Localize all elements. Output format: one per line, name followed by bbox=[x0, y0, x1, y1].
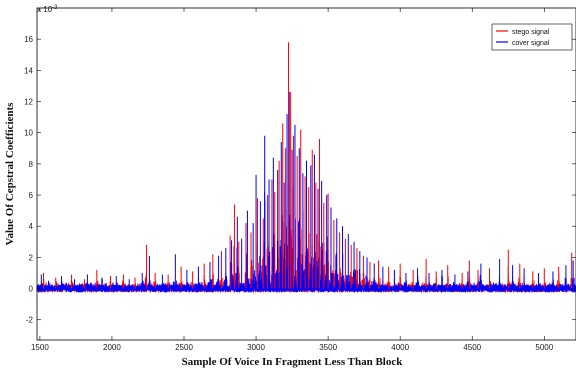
x-tick-label: 1500 bbox=[31, 343, 49, 352]
y-axis-title: Value Of Cepstral Coefficients bbox=[4, 102, 16, 246]
x-tick-label: 4000 bbox=[391, 343, 409, 352]
y-axis-ticks: -2 0 2 4 6 8 10 12 14 16 bbox=[24, 35, 576, 325]
y-tick-label: 10 bbox=[24, 129, 33, 138]
y-tick-label: 0 bbox=[29, 285, 34, 294]
y-multiplier-base: x 10 bbox=[37, 5, 53, 14]
y-multiplier-label: x 10-3 bbox=[37, 5, 58, 14]
y-tick-label: 16 bbox=[24, 35, 33, 44]
y-tick-label: 6 bbox=[29, 191, 34, 200]
x-tick-label: 3500 bbox=[319, 343, 337, 352]
x-tick-label: 2500 bbox=[175, 343, 193, 352]
y-tick-label: 14 bbox=[24, 66, 33, 75]
y-tick-label: 2 bbox=[29, 253, 34, 262]
x-axis-title: Sample Of Voice In Fragment Less Than Bl… bbox=[182, 356, 404, 368]
x-tick-label: 3000 bbox=[247, 343, 265, 352]
y-tick-label: 8 bbox=[29, 160, 34, 169]
x-tick-label: 5000 bbox=[535, 343, 553, 352]
x-tick-label: 2000 bbox=[103, 343, 121, 352]
legend-box bbox=[491, 23, 573, 51]
x-axis-ticks: 1500 2000 2500 3000 3500 4000 4500 5000 bbox=[31, 8, 554, 352]
plot-frame bbox=[36, 7, 576, 341]
x-tick-label: 4500 bbox=[463, 343, 481, 352]
y-tick-label: 4 bbox=[29, 222, 34, 231]
legend-label-cover: cover signal bbox=[512, 40, 550, 47]
legend: stego signal cover signal bbox=[491, 23, 573, 51]
y-tick-label: -2 bbox=[26, 316, 34, 325]
y-tick-label: 12 bbox=[24, 98, 33, 107]
series-layer bbox=[36, 42, 576, 293]
y-multiplier-exponent: -3 bbox=[52, 5, 58, 11]
legend-label-stego: stego signal bbox=[512, 29, 550, 36]
